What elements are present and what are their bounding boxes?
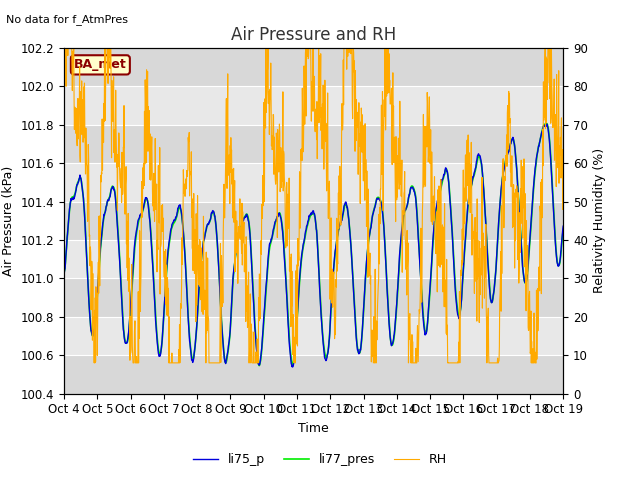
Bar bbox=[64, 163, 563, 202]
li77_pres bbox=[543, 120, 550, 126]
Text: No data for f_AtmPres: No data for f_AtmPres bbox=[6, 14, 129, 25]
Text: BA_met: BA_met bbox=[74, 59, 127, 72]
RH bbox=[559, 150, 567, 156]
RH bbox=[391, 156, 399, 162]
li75_p bbox=[60, 271, 68, 277]
RH bbox=[60, 45, 68, 51]
Line: RH: RH bbox=[64, 48, 563, 363]
RH bbox=[90, 360, 98, 366]
RH bbox=[500, 204, 508, 210]
Bar bbox=[64, 278, 563, 317]
RH bbox=[172, 360, 179, 366]
li75_p bbox=[171, 217, 179, 223]
Bar bbox=[64, 317, 563, 355]
Bar bbox=[64, 202, 563, 240]
li75_p bbox=[227, 315, 235, 321]
li75_p bbox=[559, 223, 567, 229]
Y-axis label: Relativity Humidity (%): Relativity Humidity (%) bbox=[593, 148, 606, 293]
li77_pres bbox=[456, 309, 464, 315]
li77_pres bbox=[60, 269, 68, 275]
li75_p bbox=[543, 121, 551, 127]
RH bbox=[159, 215, 167, 221]
li77_pres bbox=[255, 363, 263, 369]
li75_p bbox=[456, 310, 464, 315]
li75_p bbox=[500, 166, 508, 172]
RH bbox=[456, 306, 464, 312]
Bar bbox=[64, 125, 563, 163]
X-axis label: Time: Time bbox=[298, 422, 329, 435]
li77_pres bbox=[227, 317, 235, 323]
RH bbox=[227, 157, 235, 163]
li75_p bbox=[391, 323, 399, 329]
Title: Air Pressure and RH: Air Pressure and RH bbox=[231, 25, 396, 44]
Line: li75_p: li75_p bbox=[64, 124, 563, 367]
li77_pres bbox=[159, 328, 166, 334]
Legend: li75_p, li77_pres, RH: li75_p, li77_pres, RH bbox=[188, 448, 452, 471]
Y-axis label: Air Pressure (kPa): Air Pressure (kPa) bbox=[2, 166, 15, 276]
li77_pres bbox=[171, 218, 179, 224]
li77_pres bbox=[500, 165, 508, 170]
li77_pres bbox=[559, 228, 567, 234]
li75_p bbox=[289, 364, 296, 370]
Bar bbox=[64, 355, 563, 394]
li75_p bbox=[159, 327, 166, 333]
Bar bbox=[64, 240, 563, 278]
Line: li77_pres: li77_pres bbox=[64, 123, 563, 366]
Bar bbox=[64, 86, 563, 125]
Bar bbox=[64, 48, 563, 86]
li77_pres bbox=[391, 326, 399, 332]
